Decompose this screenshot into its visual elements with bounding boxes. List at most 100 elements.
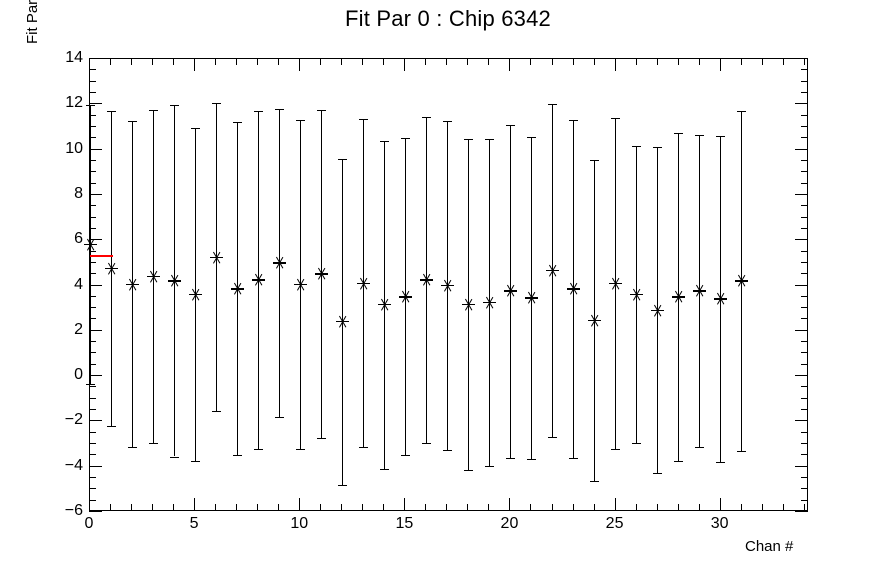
x-axis-major-tick-top	[299, 58, 300, 71]
y-axis-tick-label: −2	[64, 411, 83, 429]
data-point-marker	[693, 285, 707, 298]
data-point-marker	[440, 279, 454, 292]
y-axis-minor-tick-right	[801, 364, 808, 365]
y-axis-major-tick	[89, 239, 102, 240]
y-axis-major-tick-right	[795, 466, 808, 467]
y-axis-minor-tick-right	[801, 228, 808, 229]
error-bar-cap	[569, 120, 579, 122]
data-point-marker	[735, 274, 749, 287]
y-axis-minor-tick-right	[801, 432, 808, 433]
error-bar-cap	[379, 140, 389, 142]
x-axis-tick-label: 30	[710, 515, 729, 532]
x-axis-minor-tick	[173, 504, 174, 511]
y-axis-minor-tick-right	[801, 386, 808, 387]
x-axis-major-tick	[194, 498, 195, 511]
error-bar-cap	[232, 122, 242, 124]
error-bar-cap	[211, 411, 221, 413]
y-axis-major-tick	[89, 285, 102, 286]
x-axis-minor-tick-top	[657, 58, 658, 65]
data-point-marker	[335, 315, 349, 328]
x-axis-major-tick-top	[615, 58, 616, 71]
x-axis-minor-tick-top	[236, 58, 237, 65]
x-axis-major-tick	[509, 498, 510, 511]
y-axis-major-tick-right	[795, 239, 808, 240]
y-axis-minor-tick-right	[801, 69, 808, 70]
error-bar-cap	[253, 111, 263, 113]
error-bar-cap	[127, 447, 137, 449]
error-bar-cap	[421, 442, 431, 444]
y-axis-minor-tick-right	[801, 262, 808, 263]
x-axis-minor-tick	[446, 504, 447, 511]
error-bar-cap	[548, 104, 557, 106]
error-bar-cap	[337, 484, 347, 486]
x-axis-minor-tick	[278, 504, 279, 511]
error-bar-cap	[463, 470, 473, 472]
error-bar-cap	[85, 384, 95, 386]
y-axis-minor-tick-right	[801, 352, 808, 353]
error-bar-cap	[190, 461, 200, 463]
y-axis-tick-label: 6	[74, 230, 83, 248]
data-point-marker	[546, 264, 559, 277]
x-axis-minor-tick	[215, 504, 216, 511]
error-bar-cap	[85, 105, 95, 107]
data-point-marker	[314, 268, 328, 281]
data-point-marker	[377, 298, 391, 311]
y-axis-major-tick	[89, 511, 102, 512]
y-axis-tick-label: −6	[64, 502, 83, 519]
y-axis-major-tick	[89, 103, 102, 104]
y-axis-minor-tick-right	[801, 500, 808, 501]
y-axis-major-tick-right	[795, 375, 808, 376]
error-bar-cap	[148, 442, 158, 444]
y-axis-minor-tick	[89, 81, 96, 82]
x-axis-minor-tick	[320, 504, 321, 511]
error-bar-cap	[106, 111, 116, 113]
data-point-marker	[482, 296, 496, 309]
y-axis-major-tick-right	[795, 285, 808, 286]
data-point-marker	[567, 282, 581, 295]
x-axis-minor-tick	[762, 504, 763, 511]
y-axis-minor-tick	[89, 183, 96, 184]
error-bar-cap	[590, 159, 600, 161]
x-axis-minor-tick-top	[804, 58, 805, 65]
y-axis-minor-tick-right	[801, 81, 808, 82]
error-bar-cap	[358, 119, 368, 121]
error-bar-cap	[169, 105, 179, 107]
data-point-marker	[503, 285, 517, 298]
error-bar-cap	[611, 448, 621, 450]
x-axis-major-tick-top	[509, 58, 510, 71]
data-point-marker	[398, 290, 412, 303]
x-axis-major-tick-top	[194, 58, 195, 71]
y-axis-major-tick	[89, 420, 102, 421]
x-axis-minor-tick-top	[383, 58, 384, 65]
x-axis-tick-label: 5	[189, 515, 199, 532]
error-bar-cap	[169, 456, 179, 458]
y-axis-minor-tick	[89, 137, 96, 138]
y-axis-minor-tick-right	[801, 115, 808, 116]
y-axis-major-tick-right	[795, 58, 808, 59]
y-axis-minor-tick-right	[801, 160, 808, 161]
error-bar-cap	[695, 447, 705, 449]
data-point-marker	[651, 304, 665, 317]
x-axis-minor-tick-top	[552, 58, 553, 65]
y-axis-major-tick	[89, 466, 102, 467]
y-axis-minor-tick	[89, 432, 96, 433]
y-axis-minor-tick	[89, 477, 96, 478]
x-axis-tick-label: 25	[605, 515, 624, 532]
error-bar-cap	[505, 124, 515, 126]
y-axis-minor-tick	[89, 307, 96, 308]
y-axis-minor-tick	[89, 69, 96, 70]
y-axis-major-tick	[89, 58, 102, 59]
data-point-marker	[419, 273, 433, 286]
error-bar-cap	[106, 425, 116, 427]
y-axis-minor-tick	[89, 364, 96, 365]
y-axis-title: Fit Par0	[24, 0, 41, 44]
x-axis-minor-tick	[594, 504, 595, 511]
y-axis-minor-tick	[89, 171, 96, 172]
x-axis-minor-tick	[257, 504, 258, 511]
error-bar-cap	[526, 137, 536, 139]
x-axis-minor-tick-top	[783, 58, 784, 65]
x-axis-minor-tick	[657, 504, 658, 511]
y-axis-tick-label: 14	[65, 49, 83, 66]
y-axis-minor-tick-right	[801, 341, 808, 342]
y-axis-minor-tick-right	[801, 126, 808, 127]
